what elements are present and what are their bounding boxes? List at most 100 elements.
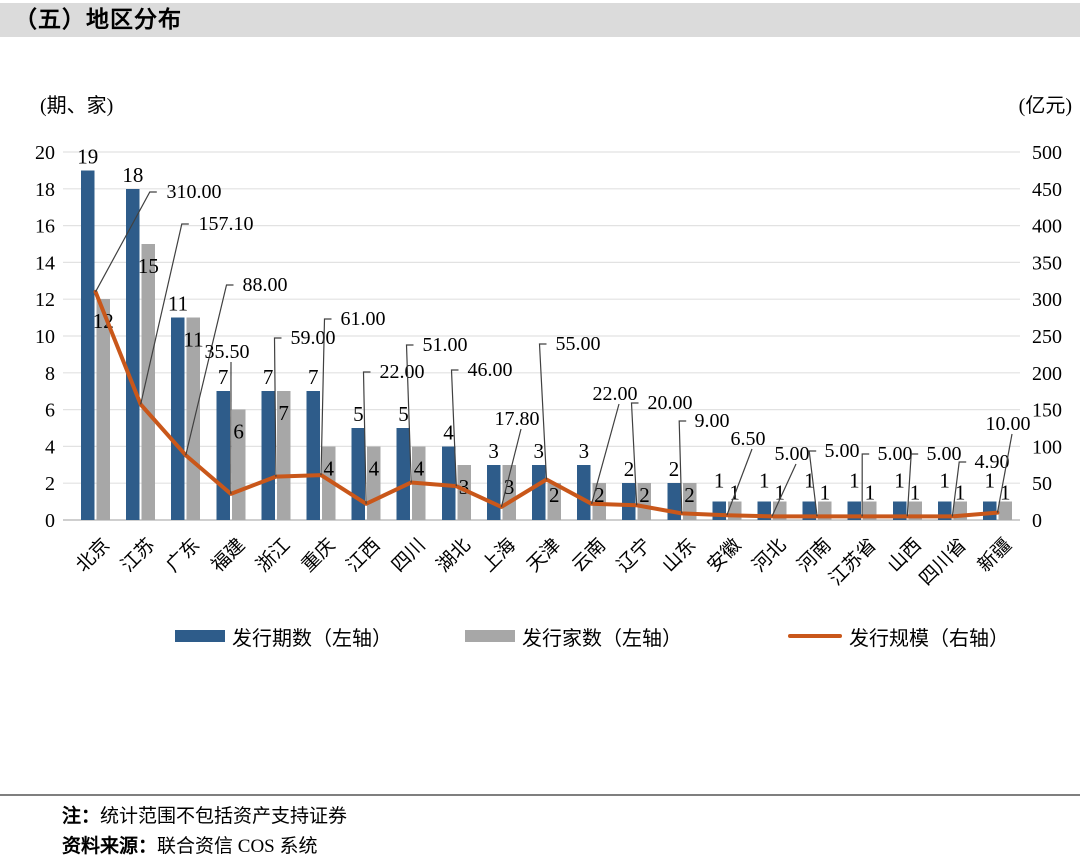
- bar-value-label: 11: [183, 328, 203, 352]
- line-value-label: 22.00: [380, 361, 425, 383]
- left-axis-tick-label: 16: [35, 216, 55, 238]
- bar-value-label: 7: [308, 365, 319, 389]
- bar-issuer-count: [276, 391, 291, 520]
- bar-issuer-count: [637, 483, 652, 520]
- right-axis-tick-label: 400: [1032, 216, 1062, 238]
- bar-value-label: 3: [504, 475, 515, 499]
- leader-line: [450, 369, 459, 487]
- left-axis-tick-label: 20: [35, 142, 55, 164]
- right-axis-tick-label: 100: [1032, 436, 1062, 458]
- line-value-label: 51.00: [423, 334, 468, 356]
- bar-value-label: 18: [122, 163, 143, 187]
- left-axis-tick-label: 10: [35, 326, 55, 348]
- bar-value-label: 1: [984, 469, 995, 493]
- left-axis-tick-label: 2: [45, 473, 55, 495]
- bar-value-label: 2: [684, 483, 695, 507]
- bar-value-label: 1: [955, 481, 966, 505]
- chart-area: (期、家) (亿元) 0 0 2 50 4 100 6 150 8 200 10 250 12 300 14…: [0, 80, 1080, 620]
- bar-value-label: 2: [549, 483, 560, 507]
- line-value-label: 20.00: [648, 392, 693, 414]
- line-value-label: 35.50: [205, 341, 250, 363]
- left-axis-tick-label: 12: [35, 289, 55, 311]
- footnotes: 注：统计范围不包括资产支持证券 资料来源：联合资信 COS 系统: [62, 802, 347, 862]
- x-axis-label: 天津: [523, 534, 565, 576]
- bar-value-label: 1: [804, 469, 815, 493]
- x-axis-label: 广东: [162, 534, 204, 576]
- bar-issue-count: [712, 501, 726, 520]
- bar-issue-count: [216, 391, 230, 520]
- bar-issuer-count: [547, 483, 561, 520]
- footer-divider: [0, 794, 1080, 796]
- left-axis-tick-label: 14: [35, 252, 55, 274]
- leader-line: [630, 402, 639, 506]
- right-axis-tick-label: 350: [1032, 252, 1062, 274]
- bar-issuer-count: [592, 483, 607, 520]
- leader-line: [273, 337, 282, 477]
- legend-label-issue-count: 发行期数（左轴）: [232, 627, 392, 650]
- section-title: （五）地区分布: [0, 3, 1080, 37]
- chart-legend: 发行期数（左轴） 发行家数（左轴） 发行规模（右轴）: [0, 620, 1080, 652]
- line-value-label: 46.00: [468, 359, 513, 381]
- bar-issue-count: [577, 464, 591, 520]
- x-axis-label: 浙江: [252, 534, 294, 576]
- line-value-label: 22.00: [593, 383, 638, 405]
- bar-value-label: 1: [939, 469, 950, 493]
- leader-line: [405, 344, 414, 483]
- line-value-label: 5.00: [825, 440, 860, 462]
- leader-line: [185, 284, 234, 456]
- leader-line: [320, 318, 332, 476]
- line-value-label: 5.00: [927, 443, 962, 465]
- bar-issue-count: [982, 501, 997, 520]
- left-axis-tick-label: 8: [45, 363, 55, 385]
- bar-issue-count: [622, 483, 636, 520]
- note-text: 统计范围不包括资产支持证券: [100, 806, 348, 827]
- line-value-label: 310.00: [167, 181, 222, 203]
- bar-value-label: 2: [639, 483, 650, 507]
- bar-issue-count: [396, 428, 411, 520]
- source-line: 资料来源：联合资信 COS 系统: [62, 832, 347, 862]
- leader-line: [140, 223, 189, 405]
- blue-bar-swatch-icon: [175, 630, 225, 642]
- legend-item-issuer-count: 发行家数（左轴）: [465, 620, 682, 652]
- bar-value-label: 3: [459, 475, 470, 499]
- leader-line: [771, 463, 797, 517]
- bar-value-label: 1: [1000, 481, 1011, 505]
- right-axis-tick-label: 500: [1032, 142, 1062, 164]
- left-axis-tick-label: 4: [45, 436, 55, 458]
- bar-value-label: 4: [414, 456, 425, 480]
- leader-line: [500, 428, 522, 508]
- bar-issue-count: [486, 464, 501, 520]
- bar-value-label: 1: [894, 469, 905, 493]
- leader-line: [808, 450, 818, 517]
- x-axis-label: 福建: [207, 534, 249, 576]
- bar-value-label: 19: [77, 144, 98, 168]
- source-text: 联合资信 COS 系统: [157, 836, 318, 857]
- x-axis-label: 上海: [478, 534, 520, 576]
- bar-value-label: 2: [624, 457, 635, 481]
- bar-value-label: 2: [594, 483, 605, 507]
- right-axis-tick-label: 450: [1032, 179, 1062, 201]
- left-axis-tick-label: 6: [45, 400, 55, 422]
- right-axis-unit-label: (亿元): [1019, 94, 1072, 117]
- x-axis-label: 江苏: [117, 534, 159, 576]
- legend-label-issuer-count: 发行家数（左轴）: [522, 627, 682, 650]
- bar-issue-count: [351, 428, 366, 520]
- orange-line-swatch-icon: [788, 634, 842, 638]
- bar-issuer-count: [457, 464, 471, 520]
- leader-line: [996, 433, 1013, 513]
- line-value-label: 10.00: [986, 413, 1031, 435]
- line-value-label: 55.00: [556, 333, 601, 355]
- bar-value-label: 1: [714, 469, 725, 493]
- leader-line: [362, 371, 371, 504]
- bar-value-label: 6: [233, 420, 244, 444]
- x-axis-label: 山东: [658, 534, 700, 576]
- legend-label-issue-scale: 发行规模（右轴）: [849, 627, 1009, 650]
- line-value-label: 5.00: [775, 443, 810, 465]
- leader-line: [538, 343, 548, 480]
- bar-value-label: 1: [729, 481, 740, 505]
- bar-value-label: 1: [865, 481, 876, 505]
- bar-issue-count: [441, 446, 456, 520]
- x-axis-label: 湖北: [432, 534, 474, 576]
- bar-issuer-count: [998, 501, 1012, 520]
